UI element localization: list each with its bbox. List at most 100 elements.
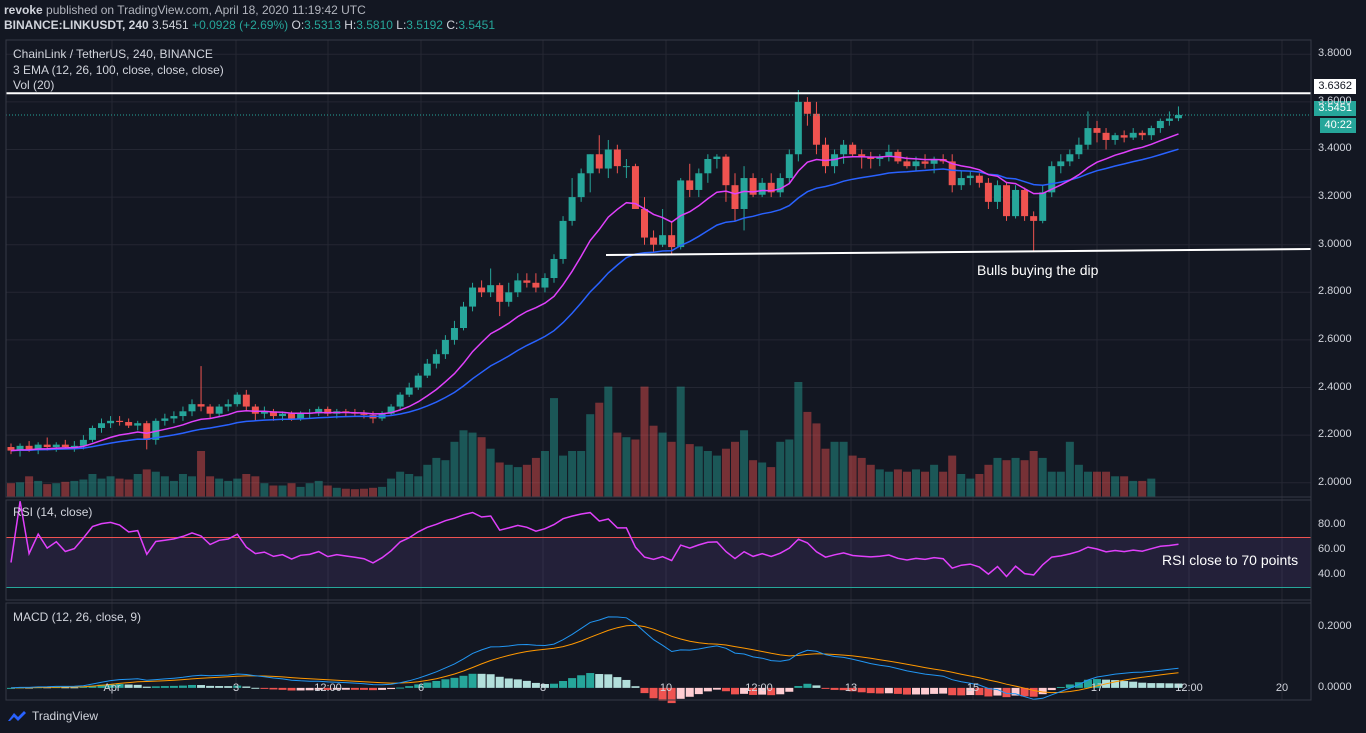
macd-histogram-bar [387, 687, 396, 690]
volume-bar [305, 483, 314, 497]
candle-body [749, 178, 757, 195]
macd-histogram-bar [522, 680, 531, 688]
rsi-legend[interactable]: RSI (14, close) [13, 505, 93, 519]
volume-bar [893, 469, 902, 497]
candle-body [550, 258, 558, 279]
macd-histogram-bar [504, 678, 513, 688]
macd-histogram-bar [1056, 686, 1065, 688]
macd-histogram-bar [893, 687, 902, 694]
macd-histogram-bar [432, 680, 441, 688]
time-tick-label: 12:00 [745, 682, 773, 694]
volume-bar [142, 469, 151, 497]
time-tick-label: 12:00 [1175, 682, 1203, 694]
candle-body [912, 161, 920, 167]
macd-histogram-bar [550, 683, 558, 688]
volume-bar [396, 471, 405, 497]
rsi-annotation[interactable]: RSI close to 70 points [1162, 552, 1299, 568]
macd-histogram-bar [1111, 680, 1120, 688]
macd-histogram-bar [423, 682, 432, 688]
price-tick-label: 3.4000 [1318, 142, 1352, 155]
volume-bar [88, 474, 97, 497]
macd-histogram-bar [676, 687, 685, 699]
volume-bar [215, 478, 224, 497]
candle-body [460, 306, 467, 329]
volume-bar [839, 441, 848, 497]
symbol-bar: BINANCE:LINKUSDT, 240 3.5451 +0.0928 (+2… [4, 18, 495, 32]
candle-body [61, 444, 69, 448]
volume-bar [984, 464, 993, 497]
candle-body [1075, 144, 1083, 155]
publish-info: revoke published on TradingView.com, Apr… [4, 3, 366, 17]
macd-histogram-bar [459, 675, 468, 688]
volume-bar [758, 462, 767, 497]
price-tick-label: 3.6000 [1318, 94, 1352, 107]
macd-histogram-bar [694, 687, 703, 695]
volume-bar [568, 451, 577, 497]
macd-histogram-bar [703, 687, 712, 692]
volume-bar [559, 455, 568, 497]
candle-body [785, 154, 793, 179]
price-pane-bg [6, 40, 1311, 497]
macd-histogram-bar [712, 687, 721, 690]
macd-legend[interactable]: MACD (12, 26, close, 9) [13, 610, 142, 624]
volume-bar [269, 485, 278, 497]
candle-body [1084, 128, 1092, 145]
volume-bar [812, 423, 821, 497]
symbol-name[interactable]: BINANCE:LINKUSDT, 240 [4, 18, 149, 32]
volume-bar [1120, 476, 1129, 497]
candle-body [523, 280, 531, 283]
volume-bar [586, 414, 595, 497]
macd-histogram-bar [830, 687, 839, 690]
candle-body [88, 427, 96, 440]
drawn-lines[interactable] [6, 92, 1312, 256]
macd-histogram-bar [758, 687, 767, 695]
tradingview-logo[interactable]: TradingView [6, 709, 98, 723]
volume-bar [658, 432, 667, 497]
rsi-pane [6, 501, 1311, 588]
macd-histogram-bar [658, 687, 667, 701]
macd-histogram-bar [604, 674, 613, 688]
macd-signal-line [10, 624, 1179, 694]
macd-histogram-bar [206, 685, 215, 688]
volume-bar [902, 471, 911, 497]
macd-pane [7, 616, 1183, 704]
macd-histogram-bar [1047, 687, 1056, 691]
macd-histogram-bar [640, 687, 649, 694]
volume-bar [278, 485, 287, 497]
volume-bar [106, 476, 115, 497]
volume-bar [350, 489, 359, 497]
macd-histogram-bar [595, 674, 604, 688]
volume-bar [595, 402, 604, 497]
macd-histogram-bar [948, 687, 957, 696]
volume-bar [160, 476, 169, 497]
volume-bar [1093, 471, 1101, 497]
macd-histogram-bar [450, 677, 459, 688]
volume-bar [1102, 471, 1111, 497]
macd-histogram-bar [740, 687, 749, 694]
macd-histogram-bar [776, 687, 785, 695]
volume-bar [975, 474, 984, 497]
volume-bar [540, 451, 549, 497]
volume-bar [685, 444, 694, 497]
macd-histogram-bar [839, 687, 848, 691]
ema-legend[interactable]: 3 EMA (12, 26, 100, close, close, close) [13, 63, 224, 77]
published-text: published on TradingView.com, April 18, … [46, 3, 366, 17]
macd-histogram-bar [414, 684, 423, 688]
chart-title[interactable]: ChainLink / TetherUS, 240, BINANCE [13, 47, 213, 61]
price-tick-label: 2.8000 [1318, 285, 1352, 298]
volume-bar [821, 448, 830, 497]
volume-legend[interactable]: Vol (20) [13, 78, 55, 92]
volume-bar [495, 462, 504, 497]
candle-body [1021, 189, 1029, 217]
volume-bar [740, 430, 749, 497]
macd-histogram-bar [1002, 687, 1011, 698]
author-name[interactable]: revoke [4, 3, 43, 17]
support-annotation[interactable]: Bulls buying the dip [977, 262, 1099, 278]
macd-histogram-bar [314, 687, 323, 690]
candle-body [450, 328, 458, 340]
tradingview-name: TradingView [32, 709, 99, 723]
volume-bar [531, 457, 540, 497]
volume-bar [70, 480, 79, 497]
macd-histogram-bar [559, 681, 568, 688]
